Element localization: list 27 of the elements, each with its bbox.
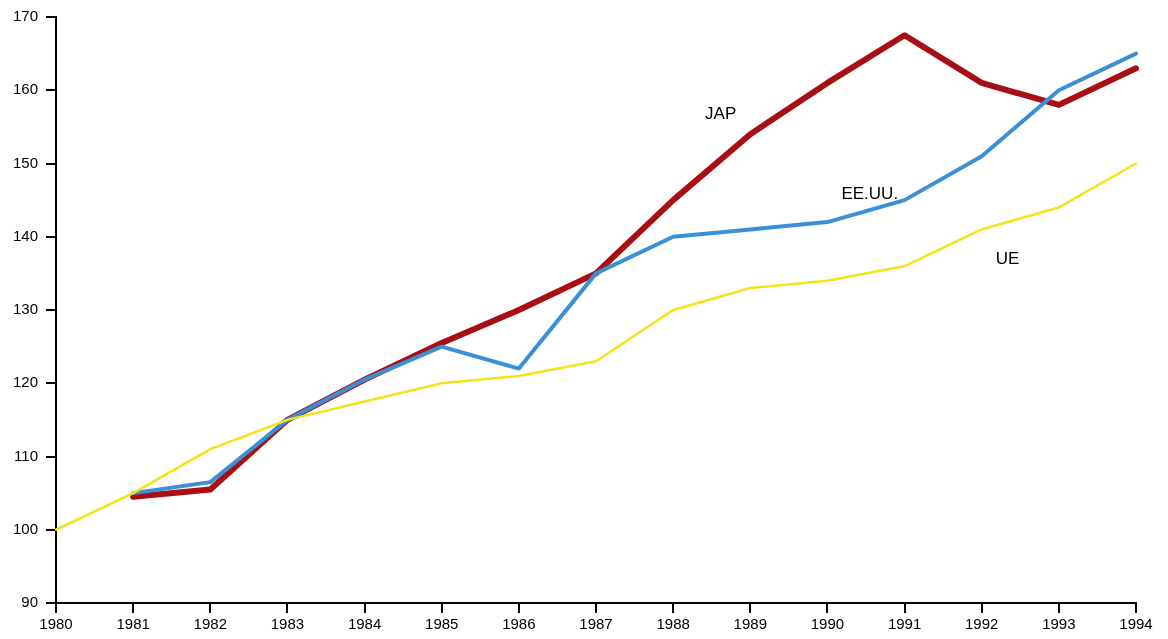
x-tick-label: 1982 [193,615,227,633]
y-tick-label: 120 [13,373,39,391]
x-tick-label: 1983 [270,615,305,633]
y-tick-label: 130 [13,300,39,318]
x-tick-label: 1981 [116,615,150,633]
x-tick-label: 1989 [733,615,767,633]
x-tick-label: 1984 [347,615,382,633]
series-label: JAP [705,103,737,123]
y-tick-label: 100 [13,519,39,537]
series-label: UE [995,249,1020,269]
x-tick-label: 1993 [1042,615,1076,633]
x-tick-label: 1994 [1119,615,1153,633]
x-tick-label: 1987 [579,615,613,633]
y-tick-label: 110 [14,446,39,464]
x-tick-label: 1980 [39,615,73,633]
x-tick-label: 1986 [502,615,536,633]
y-tick-label: 140 [13,226,39,244]
x-tick-label: 1990 [810,615,845,633]
x-tick-label: 1992 [965,615,999,633]
y-tick-label: 90 [21,593,39,611]
x-tick-label: 1988 [656,615,690,633]
y-tick-label: 160 [13,80,39,98]
y-tick-label: 170 [13,7,39,25]
series-label: EE.UU. [841,183,899,203]
y-tick-label: 150 [13,153,39,171]
x-tick-label: 1985 [425,615,459,633]
x-tick-label: 1991 [887,615,922,633]
